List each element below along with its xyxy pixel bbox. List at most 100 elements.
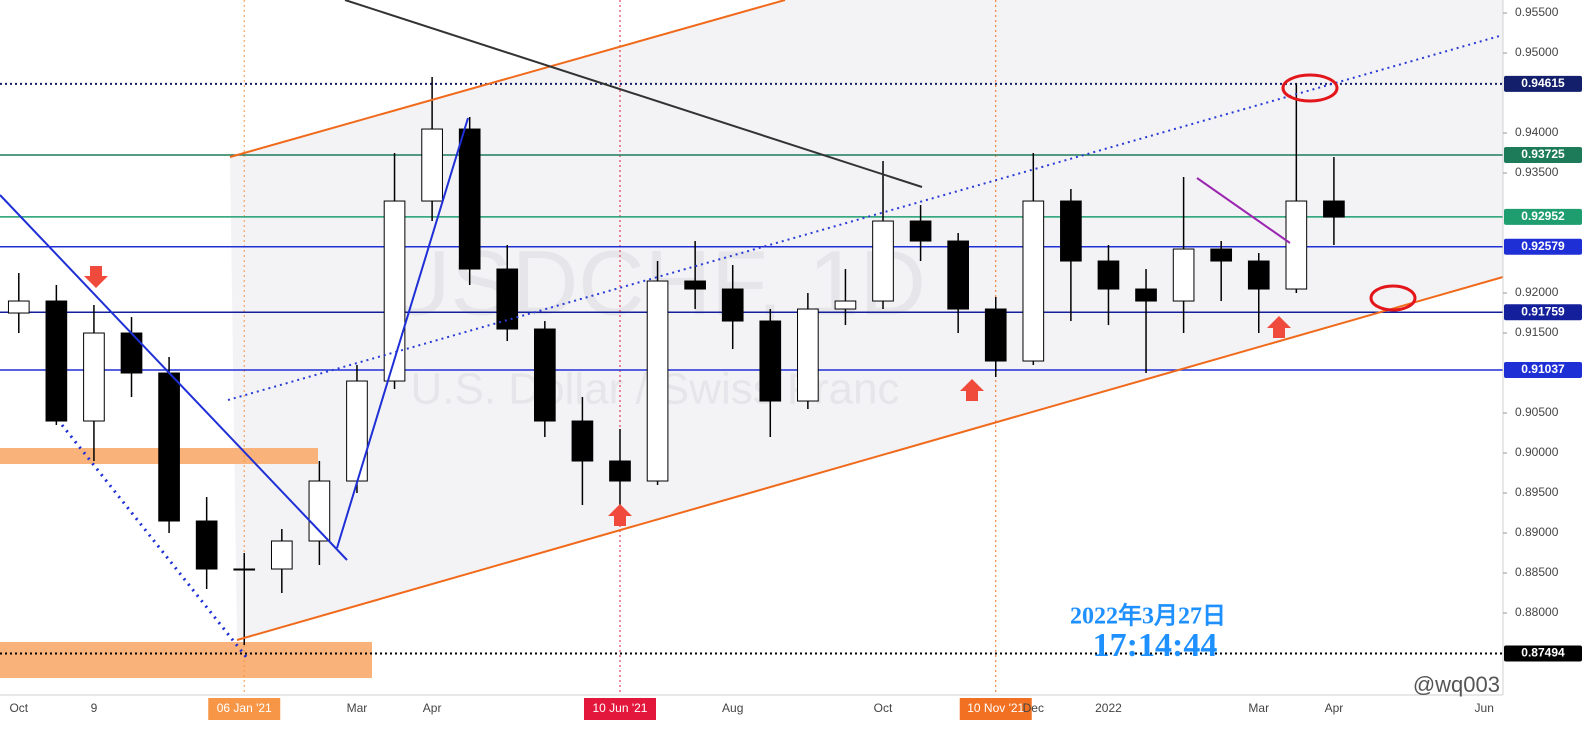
- candle-body: [834, 300, 857, 310]
- x-tick-label: 2022: [1095, 701, 1122, 715]
- arrow-up: [960, 379, 984, 401]
- candle-body: [383, 200, 406, 382]
- candle-body: [571, 420, 594, 462]
- trendline: [229, 0, 786, 158]
- level-label: 0.91759: [1521, 304, 1565, 318]
- y-tick-label: 0.88000: [1515, 605, 1559, 619]
- candle-body: [609, 460, 631, 482]
- y-tick-label: 0.88500: [1515, 565, 1559, 579]
- level-label-bg: [1504, 645, 1582, 662]
- y-tick-label: 0.95000: [1515, 45, 1559, 59]
- level-label-bg: [1504, 304, 1582, 321]
- candle-body: [1060, 200, 1082, 262]
- level-label: 0.92952: [1521, 209, 1565, 223]
- trendline: [1196, 177, 1291, 244]
- y-tick-label: 0.93500: [1515, 165, 1559, 179]
- trendline: [336, 117, 469, 549]
- candle-body: [83, 332, 105, 422]
- candle-body: [270, 540, 293, 570]
- x-tick-label: 10 Nov '21: [967, 701, 1024, 715]
- trendline: [236, 276, 1504, 641]
- y-tick-label: 0.94000: [1515, 125, 1559, 139]
- y-tick-label: 0.91500: [1515, 325, 1559, 339]
- candle-body: [1323, 200, 1345, 218]
- candle-body: [120, 332, 143, 374]
- trendline: [0, 194, 348, 561]
- candle-body: [872, 220, 894, 302]
- x-tick-label: Apr: [423, 701, 442, 715]
- candle-body: [684, 280, 706, 290]
- axes: 0.95500 0.95000 0.94000 0.93500 0.92000 0.915…: [9, 5, 1582, 720]
- candle-body: [346, 380, 368, 482]
- candle-body: [1285, 200, 1308, 290]
- x-tick-label: 10 Jun '21: [592, 701, 647, 715]
- candle-body: [721, 288, 744, 322]
- channel-fill: [230, 0, 1503, 640]
- candle-body: [1022, 200, 1045, 362]
- level-label: 0.94615: [1521, 76, 1565, 90]
- level-label-bg: [1504, 147, 1582, 164]
- x-tick-label: Oct: [9, 701, 28, 715]
- candle-body: [45, 300, 68, 422]
- candle-body: [1210, 248, 1233, 262]
- x-tick-label: Apr: [1325, 701, 1344, 715]
- arrow-up: [1267, 316, 1291, 338]
- level-label-bg: [1504, 238, 1582, 255]
- zone: [0, 642, 372, 678]
- trendline: [344, 0, 923, 188]
- arrow-down: [84, 266, 108, 288]
- candle-body: [1097, 260, 1120, 290]
- x-tick-label: Jun: [1475, 701, 1494, 715]
- candle-body: [1172, 248, 1195, 302]
- candle-body: [195, 520, 218, 570]
- candles: [7, 77, 1345, 646]
- x-label-highlight: [959, 698, 1032, 720]
- candle-body: [7, 300, 30, 314]
- y-tick-label: 0.90000: [1515, 445, 1559, 459]
- highlight-ellipse: [1281, 73, 1339, 103]
- candle-body: [458, 128, 481, 270]
- level-label: 0.87494: [1521, 646, 1565, 660]
- highlight-ellipse: [1369, 284, 1417, 312]
- level-label: 0.93725: [1521, 147, 1565, 161]
- candle-body: [646, 280, 669, 482]
- arrows: [84, 266, 1291, 526]
- candle-body: [421, 128, 443, 202]
- y-tick-label: 0.90500: [1515, 405, 1559, 419]
- time-stamp: 17:14:44: [1093, 627, 1218, 664]
- x-tick-label: Oct: [874, 701, 893, 715]
- x-tick-label: Aug: [722, 701, 743, 715]
- level-label-bg: [1504, 362, 1582, 379]
- level-label-bg: [1504, 208, 1582, 225]
- x-label-highlight: [208, 698, 281, 720]
- y-tick-label: 0.89500: [1515, 485, 1559, 499]
- y-tick-label: 0.89000: [1515, 525, 1559, 539]
- x-label-highlight: [583, 698, 656, 720]
- candle-body: [1135, 288, 1157, 302]
- candle-body: [158, 372, 180, 522]
- candle-body: [1247, 260, 1270, 290]
- candle-body: [534, 328, 556, 422]
- level-label: 0.91037: [1521, 362, 1565, 376]
- candle-body: [759, 320, 782, 402]
- author-watermark: @wq003: [1413, 672, 1500, 697]
- candle-body: [909, 220, 932, 242]
- x-tick-label: Dec: [1023, 701, 1044, 715]
- candle-body: [984, 308, 1007, 362]
- date-stamp: 2022年3月27日: [1070, 602, 1226, 630]
- candle-body: [947, 240, 969, 310]
- level-label: 0.92579: [1521, 239, 1565, 253]
- x-tick-label: 06 Jan '21: [217, 701, 272, 715]
- x-tick-label: 9: [91, 701, 98, 715]
- y-tick-label: 0.95500: [1515, 5, 1559, 19]
- drawings: [0, 0, 1504, 659]
- trendline: [60, 424, 249, 659]
- candle-body: [233, 568, 256, 571]
- x-tick-label: Mar: [1248, 701, 1269, 715]
- candle-body: [496, 268, 519, 330]
- level-label-bg: [1504, 75, 1582, 92]
- arrow-up: [608, 504, 632, 526]
- x-tick-label: Mar: [347, 701, 368, 715]
- y-tick-label: 0.92000: [1515, 285, 1559, 299]
